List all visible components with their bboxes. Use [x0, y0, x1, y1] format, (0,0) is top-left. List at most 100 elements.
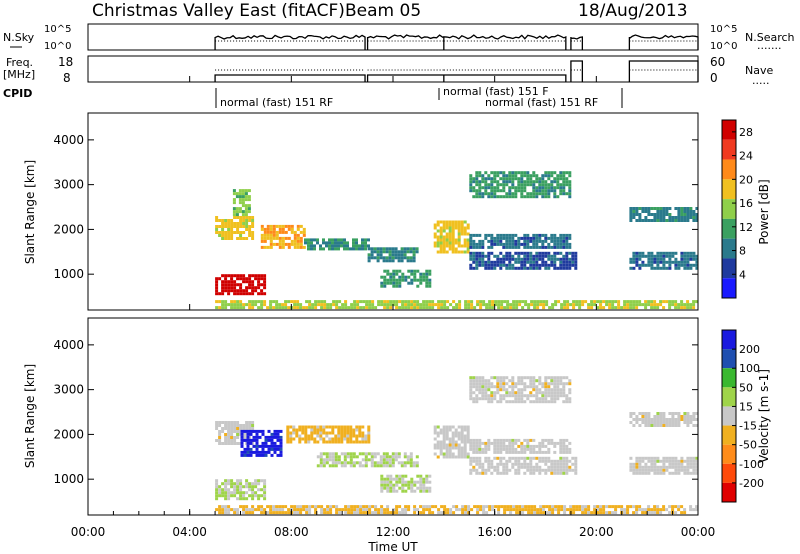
power-echo-cell [218, 292, 222, 296]
power-echo-cell [218, 300, 222, 304]
velocity-echo-cell [233, 442, 237, 445]
power-echo-cell [529, 177, 533, 181]
power-echo-cell [512, 306, 516, 310]
velocity-echo-cell [239, 494, 243, 498]
velocity-echo-cell [445, 446, 449, 450]
velocity-echo-cell [410, 480, 414, 484]
power-echo-cell [475, 233, 479, 237]
power-echo-cell [656, 260, 660, 264]
power-echo-cell [445, 226, 449, 230]
velocity-echo-cell [487, 441, 491, 445]
power-echo-cell [650, 263, 654, 267]
velocity-echo-cell [526, 397, 530, 401]
velocity-echo-cell [278, 511, 282, 515]
velocity-echo-cell [542, 505, 546, 509]
power-echo-cell [232, 201, 236, 205]
power-echo-cell [641, 207, 645, 210]
power-echo-cell [671, 303, 675, 307]
power-echo-cell [248, 219, 252, 222]
power-echo-cell [550, 245, 554, 249]
power-echo-cell [317, 300, 321, 304]
velocity-echo-cell [335, 505, 339, 509]
velocity-echo-cell [215, 485, 219, 489]
power-echo-cell [455, 306, 459, 310]
velocity-echo-cell [541, 438, 545, 442]
power-echo-cell [248, 228, 252, 231]
velocity-echo-cell [497, 508, 501, 512]
power-echo-cell [623, 303, 627, 307]
sky-count-trace [214, 34, 699, 50]
velocity-echo-cell [530, 511, 534, 515]
velocity-echo-cell [463, 452, 467, 456]
power-echo-cell [541, 192, 545, 196]
velocity-echo-cell [385, 455, 389, 459]
velocity-echo-cell [482, 505, 486, 509]
velocity-echo-cell [499, 382, 503, 386]
freq-left-unit: [MHz] [3, 68, 35, 81]
power-echo-cell [260, 289, 264, 293]
velocity-echo-cell [452, 511, 456, 515]
velocity-echo-cell [493, 391, 497, 395]
velocity-echo-cell [505, 376, 509, 380]
power-echo-cell [526, 236, 530, 240]
power-echo-cell [526, 180, 530, 184]
power-echo-cell [451, 235, 455, 239]
velocity-echo-cell [358, 452, 362, 456]
power-echo-cell [290, 242, 294, 246]
power-echo-cell [251, 222, 255, 225]
power-echo-cell [532, 183, 536, 187]
velocity-echo-cell [240, 441, 244, 445]
power-echo-cell [410, 269, 414, 273]
velocity-echo-cell [409, 458, 413, 462]
power-echo-cell [233, 283, 237, 287]
power-colorbar-tick-label: 28 [739, 126, 753, 139]
power-colorbar-swatch [722, 278, 736, 298]
velocity-echo-cell [313, 425, 317, 429]
velocity-echo-cell [218, 488, 222, 492]
power-echo-cell [535, 189, 539, 193]
power-echo-cell [662, 251, 666, 255]
velocity-echo-cell [478, 441, 482, 445]
velocity-echo-cell [230, 494, 234, 498]
freq-left-label: Freq. [6, 56, 33, 69]
power-echo-cell [331, 241, 334, 245]
power-echo-cell [299, 239, 303, 243]
velocity-echo-cell [245, 505, 249, 509]
power-echo-cell [400, 247, 404, 251]
velocity-echo-cell [635, 511, 639, 515]
velocity-echo-cell [346, 437, 350, 441]
power-echo-cell [416, 278, 420, 282]
velocity-echo-cell [322, 464, 326, 468]
velocity-echo-cell [395, 483, 399, 487]
velocity-echo-cell [331, 425, 335, 429]
power-echo-cell [520, 260, 524, 264]
velocity-echo-cell [553, 462, 557, 466]
power-echo-cell [278, 224, 282, 228]
power-echo-cell [316, 238, 319, 242]
velocity-echo-cell [243, 453, 247, 457]
velocity-echo-cell [487, 444, 491, 448]
velocity-echo-cell [644, 418, 648, 421]
power-echo-cell [472, 242, 476, 246]
velocity-echo-cell [257, 479, 261, 483]
velocity-echo-cell [322, 458, 326, 462]
power-echo-cell [428, 306, 432, 310]
power-echo-cell [638, 213, 642, 216]
velocity-echo-cell [644, 471, 648, 475]
power-echo-cell [400, 253, 404, 257]
power-echo-cell [493, 192, 497, 196]
power-echo-cell [472, 257, 476, 261]
power-echo-cell [484, 180, 488, 184]
velocity-echo-cell [529, 462, 533, 466]
power-echo-cell [647, 300, 651, 304]
velocity-echo-cell [409, 464, 413, 468]
power-echo-cell [568, 186, 572, 190]
velocity-echo-cell [419, 480, 423, 484]
power-echo-cell [394, 256, 398, 260]
velocity-echo-cell [565, 468, 569, 472]
power-echo-cell [530, 300, 534, 304]
velocity-echo-cell [394, 458, 398, 462]
power-echo-cell [343, 241, 346, 245]
power-echo-cell [674, 300, 678, 304]
velocity-echo-cell [416, 480, 420, 484]
